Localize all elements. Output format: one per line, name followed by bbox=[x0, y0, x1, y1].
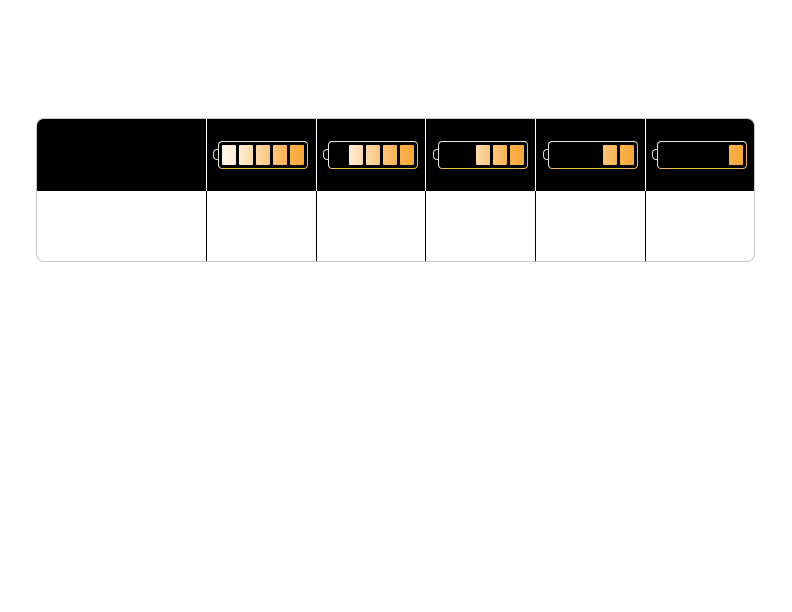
battery-segment-empty bbox=[550, 144, 567, 166]
body-empty-cell bbox=[37, 191, 206, 261]
battery-segment-filled bbox=[221, 144, 238, 166]
battery-segment-filled bbox=[238, 144, 255, 166]
battery-segment-filled bbox=[601, 144, 618, 166]
battery-header-cell bbox=[315, 119, 426, 191]
battery-icon bbox=[213, 141, 309, 169]
battery-body-cell bbox=[315, 191, 426, 261]
battery-segment-empty bbox=[694, 144, 711, 166]
battery-segment-filled bbox=[399, 144, 416, 166]
battery-terminal bbox=[432, 149, 438, 160]
battery-icon bbox=[542, 141, 639, 169]
battery-terminal bbox=[323, 149, 329, 160]
battery-shell bbox=[218, 141, 309, 169]
battery-segment-filled bbox=[474, 144, 491, 166]
battery-segment-empty bbox=[457, 144, 474, 166]
battery-header-cell bbox=[425, 119, 535, 191]
battery-segment-filled bbox=[618, 144, 635, 166]
battery-segment-filled bbox=[382, 144, 399, 166]
header-empty-cell bbox=[37, 119, 206, 191]
battery-terminal bbox=[213, 149, 219, 160]
battery-segment-filled bbox=[508, 144, 525, 166]
battery-header-cell bbox=[645, 119, 754, 191]
battery-segment-empty bbox=[584, 144, 601, 166]
body-row bbox=[37, 191, 754, 261]
battery-terminal bbox=[652, 149, 658, 160]
battery-shell bbox=[547, 141, 638, 169]
battery-body-cell bbox=[205, 191, 316, 261]
battery-body-cell bbox=[535, 191, 645, 261]
battery-segment-empty bbox=[567, 144, 584, 166]
battery-level-table bbox=[36, 118, 755, 262]
battery-segment-filled bbox=[255, 144, 272, 166]
battery-icon bbox=[323, 141, 419, 169]
battery-shell bbox=[437, 141, 528, 169]
battery-body-cell bbox=[425, 191, 535, 261]
battery-segment-filled bbox=[491, 144, 508, 166]
battery-segment-filled bbox=[365, 144, 382, 166]
battery-body-cell bbox=[645, 191, 754, 261]
battery-header-cell bbox=[535, 119, 645, 191]
battery-shell bbox=[657, 141, 748, 169]
battery-segment-filled bbox=[348, 144, 365, 166]
battery-icon bbox=[652, 141, 748, 169]
battery-terminal bbox=[542, 149, 548, 160]
battery-segment-empty bbox=[711, 144, 728, 166]
battery-segment-empty bbox=[440, 144, 457, 166]
battery-segment-empty bbox=[331, 144, 348, 166]
battery-segment-filled bbox=[272, 144, 289, 166]
battery-shell bbox=[328, 141, 419, 169]
battery-segment-filled bbox=[728, 144, 745, 166]
battery-segment-empty bbox=[660, 144, 677, 166]
battery-segment-filled bbox=[289, 144, 306, 166]
battery-header-cell bbox=[205, 119, 316, 191]
header-row bbox=[37, 119, 754, 191]
battery-segment-empty bbox=[677, 144, 694, 166]
battery-icon bbox=[432, 141, 529, 169]
